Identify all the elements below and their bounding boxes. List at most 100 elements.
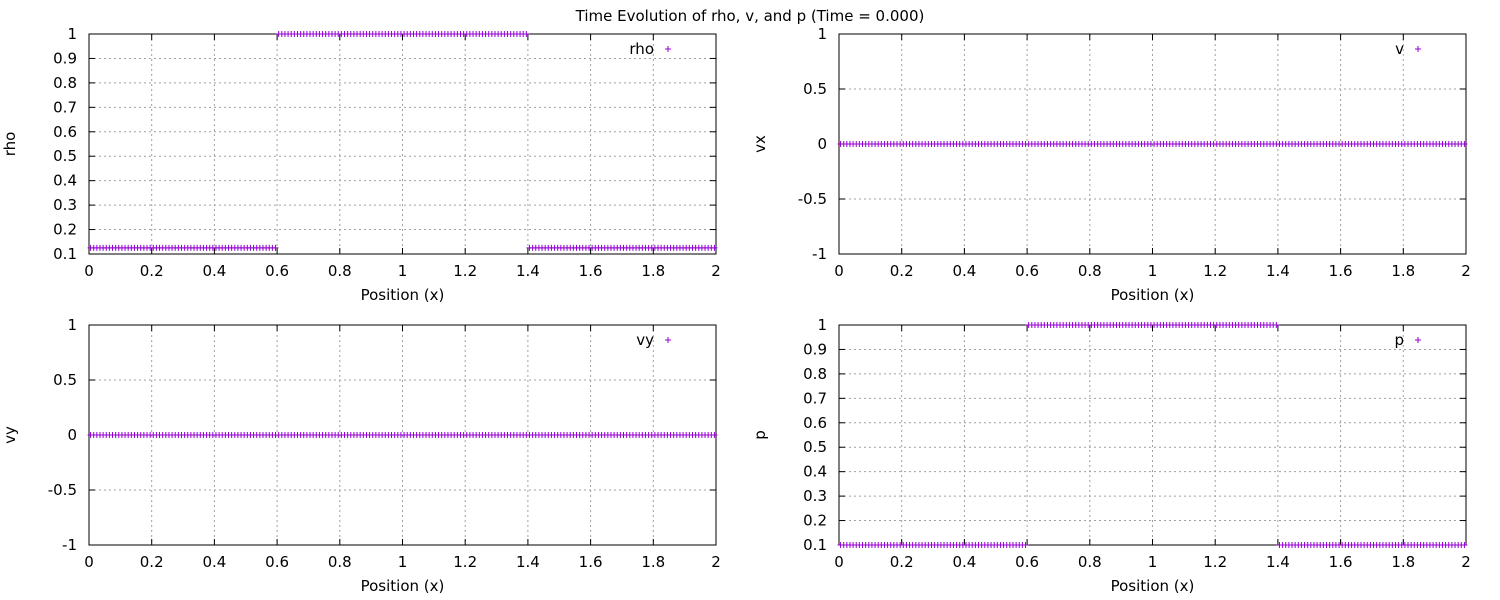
data-point	[1273, 322, 1280, 328]
plots: 0 0.2 0.4 0.6 0.8 1 1.2 1.4 1.6 1.8 2 0.1 0.2 0.3 0.4 0…	[1, 25, 1471, 595]
x-tick-label: 0.4	[952, 553, 976, 571]
y-tick-label: 0.7	[803, 389, 827, 407]
y-tick-label: -1	[812, 245, 827, 263]
y-axis-label: vy	[1, 426, 19, 444]
x-axis-label: Position (x)	[1111, 286, 1195, 304]
data-point	[1022, 542, 1029, 548]
x-tick-label: 2	[1461, 262, 1471, 280]
y-tick-label: 0.7	[53, 98, 77, 116]
x-tick-label: 0	[84, 553, 94, 571]
y-tick-label: 0.2	[803, 512, 827, 530]
x-tick-label: 0.6	[1015, 553, 1039, 571]
y-tick-label: 1	[67, 25, 77, 43]
x-tick-label: 0	[834, 553, 844, 571]
legend-label: vy	[636, 331, 654, 349]
y-tick-label: 0.5	[53, 371, 77, 389]
x-tick-label: 1.6	[579, 553, 603, 571]
x-tick-label: 1.8	[1391, 553, 1415, 571]
x-axis-label: Position (x)	[361, 286, 445, 304]
y-tick-label: 0.5	[53, 147, 77, 165]
x-tick-label: 1.4	[516, 262, 540, 280]
legend-marker	[1415, 337, 1421, 343]
x-tick-label: 1	[1148, 553, 1158, 571]
x-tick-label: 2	[711, 262, 721, 280]
subplot-vx: 0 0.2 0.4 0.6 0.8 1 1.2 1.4 1.6 1.8 2 -1 -0.5 0 0.5 1 Po…	[751, 25, 1471, 304]
y-axis-label: p	[751, 430, 769, 440]
y-tick-label: 0.9	[53, 49, 77, 67]
x-tick-label: 0.2	[890, 553, 914, 571]
x-tick-label: 0.4	[202, 553, 226, 571]
x-tick-label: 1.6	[1329, 553, 1353, 571]
x-tick-label: 2	[1461, 553, 1471, 571]
x-tick-label: 1.4	[1266, 262, 1290, 280]
x-tick-label: 1.8	[1391, 262, 1415, 280]
y-tick-label: 0	[67, 426, 77, 444]
x-tick-label: 1.4	[1266, 553, 1290, 571]
x-tick-label: 0.4	[202, 262, 226, 280]
x-tick-label: 1.6	[579, 262, 603, 280]
subplot-rho: 0 0.2 0.4 0.6 0.8 1 1.2 1.4 1.6 1.8 2 0.1 0.2 0.3 0.4 0…	[1, 25, 721, 304]
x-tick-label: 1.2	[453, 262, 477, 280]
legend-label: v	[1395, 40, 1404, 58]
x-tick-label: 0.8	[1078, 262, 1102, 280]
series-vx	[837, 141, 1468, 147]
x-tick-label: 1.6	[1329, 262, 1353, 280]
y-axis-label: rho	[1, 132, 19, 157]
y-tick-label: -0.5	[798, 190, 827, 208]
y-tick-label: 0.5	[803, 80, 827, 98]
y-tick-label: 0.1	[53, 245, 77, 263]
y-tick-label: 0.8	[803, 365, 827, 383]
y-axis-label: vx	[751, 135, 769, 153]
y-tick-label: 0.4	[53, 172, 77, 190]
y-tick-label: 0	[817, 135, 827, 153]
legend-label: rho	[629, 40, 654, 58]
y-tick-label: 0.9	[803, 340, 827, 358]
data-point	[711, 244, 718, 251]
x-tick-label: 0.2	[890, 262, 914, 280]
y-tick-label: 1	[817, 25, 827, 43]
y-tick-label: 0.5	[803, 438, 827, 456]
subplot-vy: 0 0.2 0.4 0.6 0.8 1 1.2 1.4 1.6 1.8 2 -1 -0.5 0 0.5 1 Po…	[1, 316, 721, 595]
figure-title: Time Evolution of rho, v, and p (Time = …	[575, 7, 925, 25]
data-point	[272, 244, 279, 251]
x-tick-label: 1.4	[516, 553, 540, 571]
series-p	[837, 322, 1468, 548]
x-tick-label: 1	[1148, 262, 1158, 280]
y-tick-label: 0.6	[803, 414, 827, 432]
x-tick-label: 1.2	[1203, 262, 1227, 280]
y-tick-label: 0.1	[803, 536, 827, 554]
x-tick-label: 1	[398, 262, 408, 280]
x-tick-label: 0	[84, 262, 94, 280]
x-axis-label: Position (x)	[1111, 577, 1195, 595]
x-tick-label: 0.6	[265, 553, 289, 571]
x-tick-label: 1.8	[641, 553, 665, 571]
x-tick-label: 0.6	[1015, 262, 1039, 280]
y-tick-label: 0.6	[53, 123, 77, 141]
x-tick-label: 0.8	[328, 553, 352, 571]
x-tick-label: 0.4	[952, 262, 976, 280]
legend-label: p	[1394, 331, 1404, 349]
y-tick-label: 0.2	[53, 221, 77, 239]
x-tick-label: 0.6	[265, 262, 289, 280]
x-tick-label: 1.2	[453, 553, 477, 571]
y-tick-label: 1	[817, 316, 827, 334]
y-tick-label: 0.8	[53, 74, 77, 92]
subplot-p: 0 0.2 0.4 0.6 0.8 1 1.2 1.4 1.6 1.8 2 0.1 0.2 0.3 0.4 0…	[751, 316, 1471, 595]
x-tick-label: 1	[398, 553, 408, 571]
series-vy	[87, 432, 718, 438]
data-point	[1461, 542, 1468, 548]
data-point	[1461, 141, 1468, 147]
x-axis-label: Position (x)	[361, 577, 445, 595]
x-tick-label: 1.8	[641, 262, 665, 280]
legend-marker	[665, 46, 671, 52]
y-tick-label: -1	[62, 536, 77, 554]
x-tick-label: 0.8	[1078, 553, 1102, 571]
y-tick-label: 0.3	[53, 196, 77, 214]
x-tick-label: 2	[711, 553, 721, 571]
y-tick-label: 1	[67, 316, 77, 334]
data-point	[711, 432, 718, 438]
data-point	[523, 31, 530, 37]
series-rho	[87, 31, 718, 251]
x-tick-label: 0.2	[140, 262, 164, 280]
